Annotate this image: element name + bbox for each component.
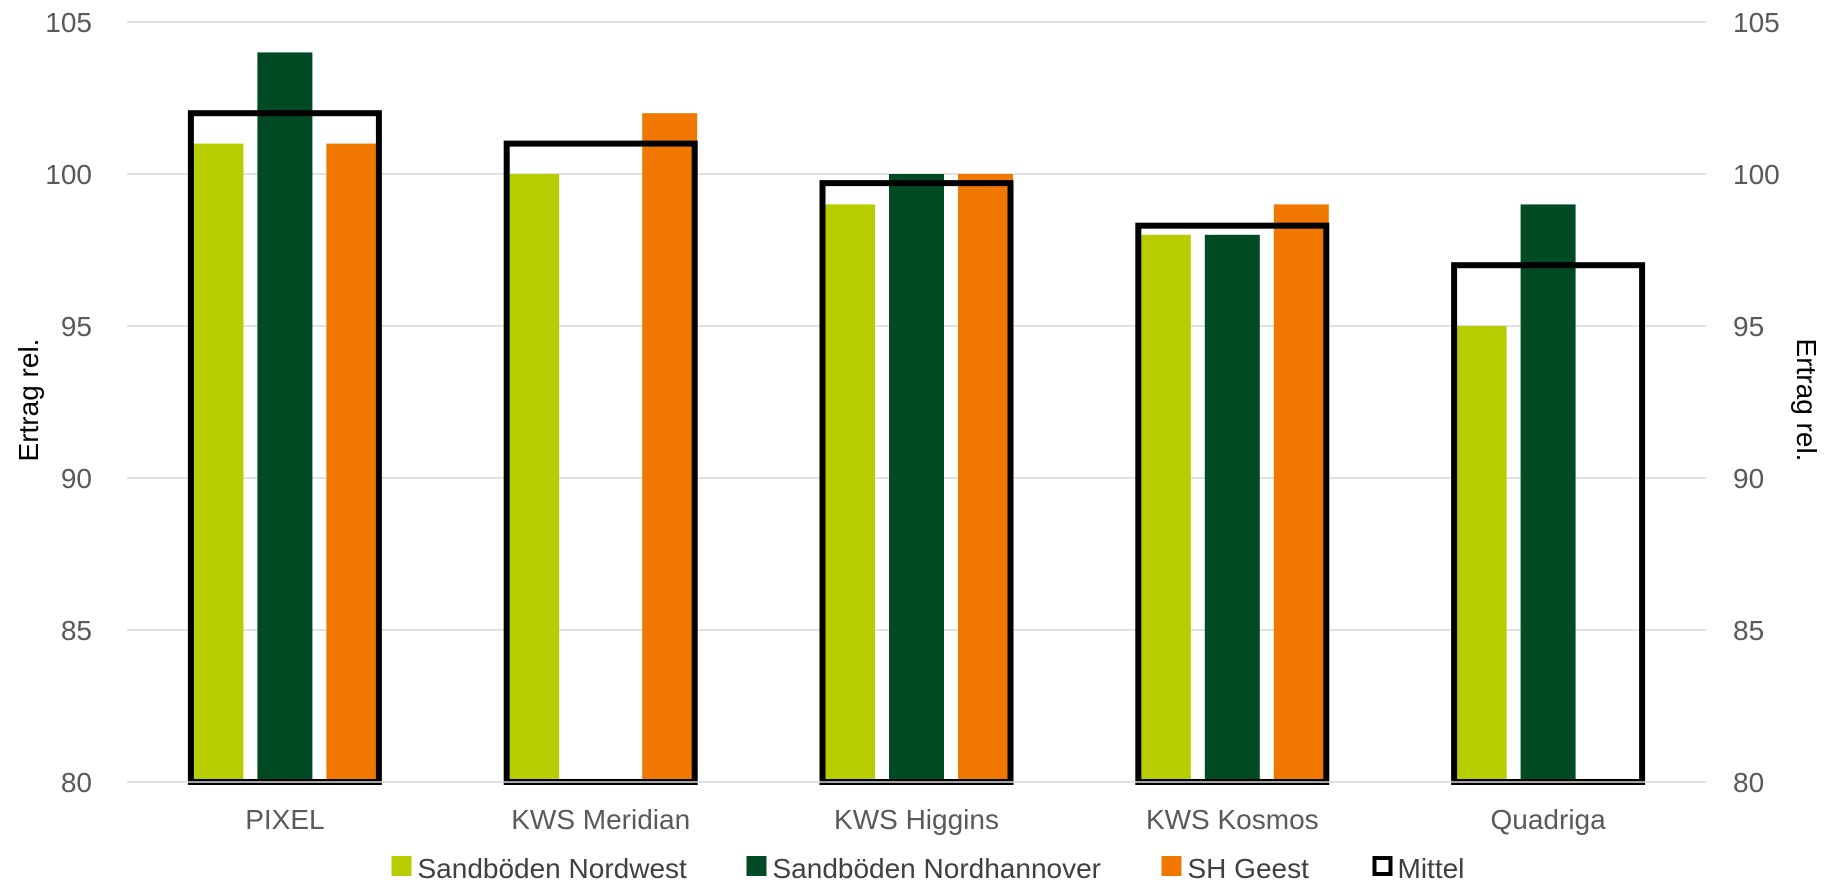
bar [326,143,382,783]
bar [642,113,698,782]
bar [1520,204,1576,782]
bar [958,174,1013,782]
y-axis-title-right: Ertrag rel. [1791,339,1822,462]
y-tick-label-left: 105 [45,7,92,38]
y-tick-label-left: 90 [61,463,92,494]
legend-label: SH Geest [1188,853,1310,884]
bar [257,52,313,782]
bar [1135,234,1191,783]
legend-label: Sandböden Nordhannover [773,853,1101,884]
y-tick-label-right: 95 [1733,311,1764,342]
bar [504,174,560,782]
bar [1273,204,1329,782]
y-tick-label-left: 80 [61,767,92,798]
y-tick-label-right: 105 [1733,7,1780,38]
legend-swatch [1372,856,1393,876]
x-tick-label: KWS Meridian [511,804,690,835]
y-tick-label-left: 100 [45,159,92,190]
bar [889,174,944,782]
legend-swatch [746,856,767,876]
axes: 80 80 85 85 90 90 95 95 100 100 105 105 PIXEL KWS Mer… [45,7,1779,835]
x-tick-label: KWS Higgins [834,804,999,835]
bars [188,52,1576,783]
bar [820,204,875,782]
x-tick-label: PIXEL [245,804,324,835]
y-tick-label-right: 90 [1733,463,1764,494]
x-tick-label: KWS Kosmos [1146,804,1319,835]
y-axis-title-left: Ertrag rel. [13,339,44,462]
y-tick-label-left: 85 [61,615,92,646]
y-tick-label-left: 95 [61,311,92,342]
legend: Sandböden Nordwest Sandböden Nordhannover… [391,853,1465,884]
bar [1451,326,1507,782]
legend-swatch [391,856,412,876]
x-tick-label: Quadriga [1491,804,1607,835]
y-tick-label-right: 80 [1733,767,1764,798]
bar [1204,234,1260,783]
legend-label: Mittel [1398,853,1465,884]
y-tick-label-right: 85 [1733,615,1764,646]
bar [188,143,244,783]
legend-label: Sandböden Nordwest [418,853,688,884]
legend-swatch [1161,856,1182,876]
y-tick-label-right: 100 [1733,159,1780,190]
